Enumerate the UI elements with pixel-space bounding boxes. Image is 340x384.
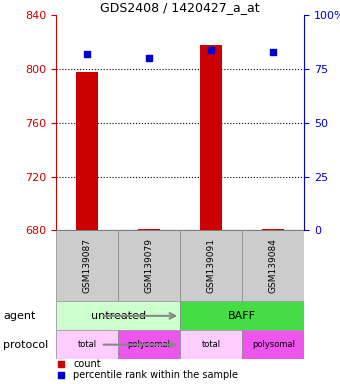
Text: total: total <box>202 340 221 349</box>
Point <box>147 55 152 61</box>
Text: BAFF: BAFF <box>228 311 256 321</box>
Bar <box>180 230 242 301</box>
Text: total: total <box>78 340 97 349</box>
Text: polysomal: polysomal <box>128 340 171 349</box>
Bar <box>180 330 242 359</box>
Bar <box>118 230 180 301</box>
Text: agent: agent <box>3 311 36 321</box>
Point <box>208 47 214 53</box>
Text: count: count <box>73 359 101 369</box>
Bar <box>200 45 222 230</box>
Text: polysomal: polysomal <box>252 340 295 349</box>
Text: GSM139079: GSM139079 <box>145 238 154 293</box>
Bar <box>56 330 118 359</box>
Text: GSM139087: GSM139087 <box>83 238 91 293</box>
Bar <box>138 229 160 230</box>
Bar <box>262 229 284 230</box>
Point <box>58 361 64 367</box>
Bar <box>56 230 118 301</box>
Bar <box>180 301 304 330</box>
Text: GSM139091: GSM139091 <box>207 238 216 293</box>
Text: GSM139084: GSM139084 <box>269 238 278 293</box>
Text: untreated: untreated <box>90 311 146 321</box>
Text: percentile rank within the sample: percentile rank within the sample <box>73 370 238 380</box>
Bar <box>56 301 180 330</box>
Bar <box>242 230 304 301</box>
Bar <box>242 330 304 359</box>
Bar <box>76 72 98 230</box>
Point <box>271 49 276 55</box>
Text: protocol: protocol <box>3 339 49 350</box>
Point <box>58 372 64 378</box>
Point <box>84 51 90 57</box>
Bar <box>118 330 180 359</box>
Title: GDS2408 / 1420427_a_at: GDS2408 / 1420427_a_at <box>100 1 260 14</box>
